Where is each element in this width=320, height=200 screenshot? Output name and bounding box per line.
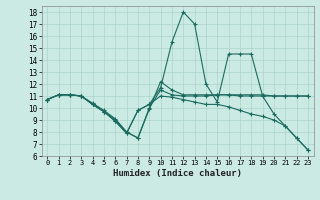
X-axis label: Humidex (Indice chaleur): Humidex (Indice chaleur) <box>113 169 242 178</box>
